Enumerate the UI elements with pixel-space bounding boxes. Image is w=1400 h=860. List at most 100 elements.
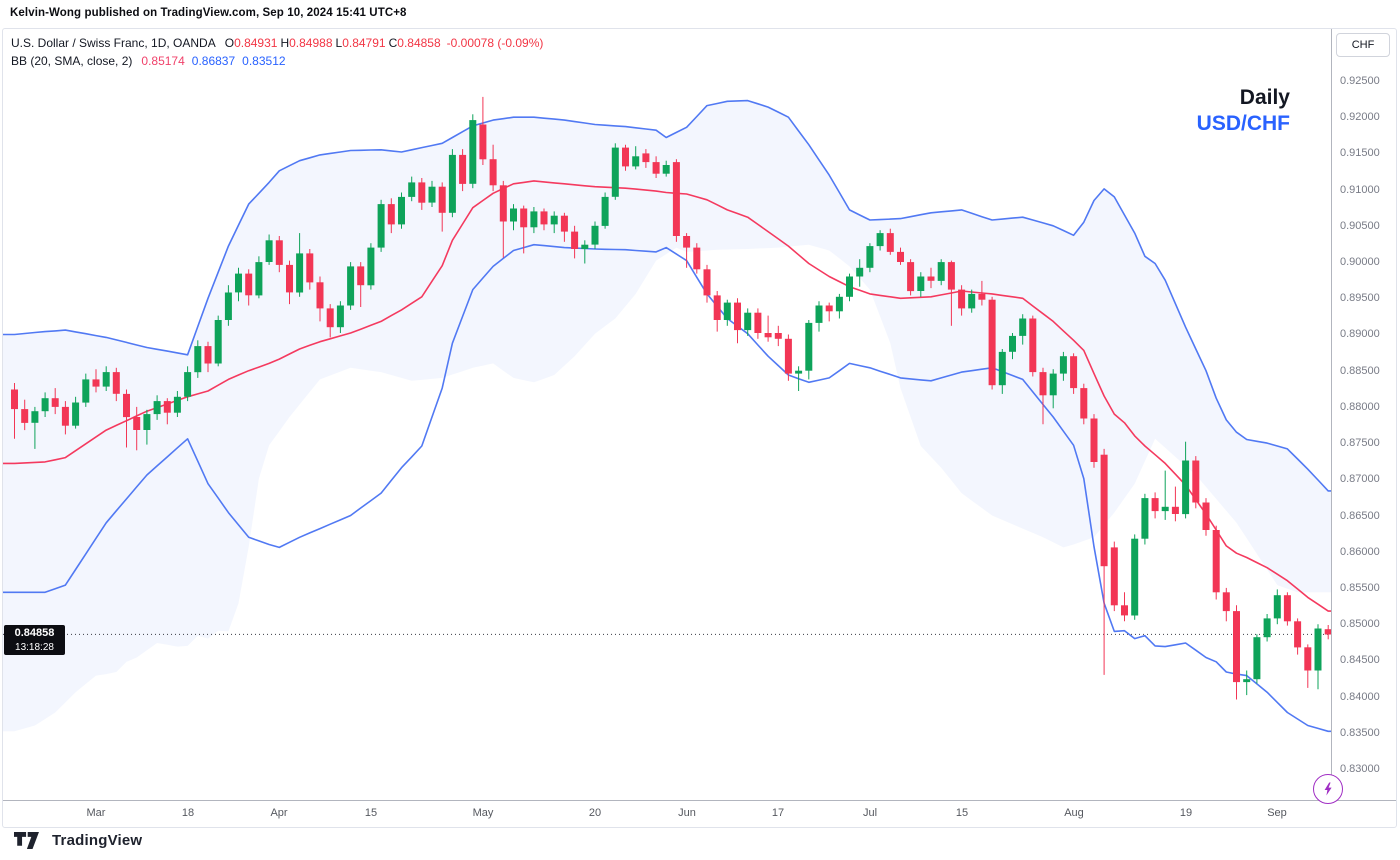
candle-body: [723, 302, 731, 320]
candle-body: [357, 266, 365, 286]
candle-body: [408, 182, 416, 197]
bollinger-fill: [3, 100, 1331, 732]
ohlc-value: 0.84791: [342, 36, 386, 50]
candle-body: [1049, 373, 1057, 396]
candle-body: [255, 262, 263, 296]
candle-body: [744, 312, 752, 331]
tradingview-logo-icon[interactable]: [14, 832, 43, 849]
price-axis-tick: 0.88000: [1340, 401, 1380, 413]
candle-body: [530, 211, 538, 228]
time-axis[interactable]: Mar 18 Apr 15 May 20 Jun 17 Jul 15 Aug 19 Sep: [3, 801, 1331, 826]
candle-body: [448, 154, 456, 213]
candle-body: [275, 240, 283, 265]
candle-body: [764, 333, 772, 338]
candle-body: [662, 165, 670, 174]
tradingview-wordmark[interactable]: TradingView: [52, 832, 143, 849]
candle-body: [1161, 506, 1169, 512]
candle-body: [540, 211, 548, 225]
ohlc-value: 0.84858: [397, 36, 441, 50]
candle-body: [153, 401, 161, 415]
candle-body: [1192, 460, 1200, 503]
candle-body: [611, 147, 619, 197]
candle-body: [1222, 592, 1230, 612]
price-axis-tick: 0.89500: [1340, 292, 1380, 304]
candle-body: [499, 185, 507, 222]
candle-body: [143, 414, 151, 430]
candle-body: [917, 276, 925, 291]
price-axis-tick: 0.83500: [1340, 727, 1380, 739]
candle-body: [133, 417, 141, 430]
candle-body: [754, 312, 762, 333]
candle-body: [1039, 372, 1047, 396]
candle-body: [632, 156, 640, 167]
candle-body: [550, 215, 558, 225]
candle-body: [1324, 629, 1331, 635]
candle-body: [835, 296, 843, 312]
chart-canvas[interactable]: [3, 29, 1331, 800]
chart-watermark: Daily USD/CHF: [1197, 85, 1290, 137]
flash-lightning-button[interactable]: [1313, 774, 1343, 804]
indicator-title: BB (20, SMA, close, 2): [11, 54, 133, 68]
time-axis-separator: [3, 800, 1396, 801]
candle-body: [92, 379, 100, 387]
price-axis-tick: 0.92000: [1340, 111, 1380, 123]
indicator-value: 0.83512: [242, 54, 286, 68]
bollinger-basis-line: [3, 180, 1331, 612]
candle-body: [265, 240, 273, 262]
candle-body: [1283, 595, 1291, 622]
candle-body: [672, 162, 680, 236]
candle-body: [683, 236, 691, 248]
time-axis-tick: Apr: [270, 807, 288, 819]
candle-body: [1253, 637, 1261, 680]
time-axis-tick: Aug: [1064, 807, 1084, 819]
candle-body: [489, 159, 497, 186]
time-axis-tick: 19: [1179, 807, 1193, 819]
indicator-value: 0.86837: [191, 54, 236, 68]
time-axis-tick: Jul: [862, 807, 878, 819]
time-axis-tick: Mar: [86, 807, 106, 819]
price-axis-tick: 0.90500: [1340, 220, 1380, 232]
candle-body: [194, 346, 202, 373]
candle-body: [947, 262, 955, 290]
candle-body: [245, 273, 253, 296]
candle-body: [642, 153, 650, 163]
candle-body: [1263, 618, 1271, 638]
candle-body: [204, 346, 212, 364]
candle-body: [224, 292, 232, 320]
candle-body: [825, 305, 833, 312]
price-axis-separator: [1331, 29, 1332, 800]
candle-body: [601, 196, 609, 226]
candle-body: [41, 398, 49, 412]
candle-body: [102, 372, 110, 387]
candle-body: [347, 266, 355, 306]
candle-body: [51, 398, 59, 407]
price-axis[interactable]: CHF 0.92500 0.92000 0.91500 0.91000 0.90500 0…: [1332, 29, 1396, 800]
price-axis-tick: 0.86500: [1340, 510, 1380, 522]
candle-body: [1294, 621, 1302, 648]
candle-body: [438, 186, 446, 213]
candle-body: [306, 253, 314, 283]
candle-body: [31, 411, 39, 423]
candle-body: [998, 351, 1006, 386]
candle-body: [937, 262, 945, 281]
candle-body: [1110, 547, 1118, 606]
candle-body: [1059, 356, 1067, 374]
candle-body: [713, 295, 721, 320]
bar-countdown: 13:18:28: [15, 642, 54, 653]
candle-body: [469, 120, 477, 184]
candle-body: [560, 215, 568, 232]
candle-body: [1171, 506, 1179, 514]
symbol-title: U.S. Dollar / Swiss Franc, 1D, OANDA: [11, 36, 216, 50]
currency-toggle-button[interactable]: CHF: [1336, 33, 1390, 57]
price-axis-tick: 0.87000: [1340, 473, 1380, 485]
candle-body: [866, 246, 874, 268]
candle-body: [927, 276, 935, 281]
candle-body: [1121, 605, 1128, 616]
candle-body: [1070, 356, 1078, 389]
candle-body: [21, 409, 29, 423]
time-axis-tick: Jun: [678, 807, 696, 819]
candle-body: [316, 282, 324, 309]
candle-body: [1202, 502, 1210, 530]
time-axis-tick: 18: [181, 807, 195, 819]
